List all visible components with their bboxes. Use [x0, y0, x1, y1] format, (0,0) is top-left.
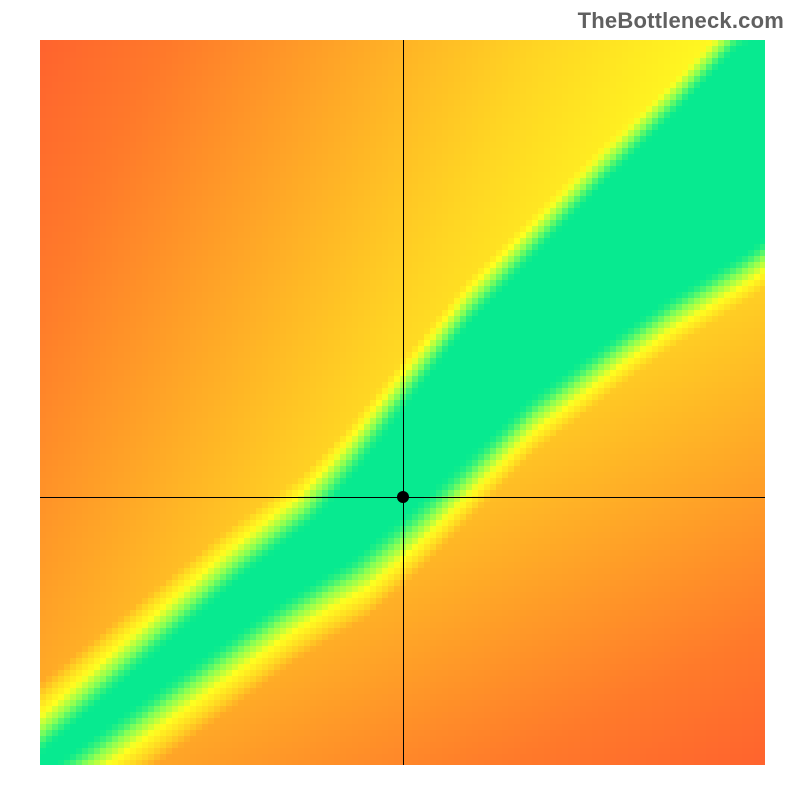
heatmap-plot — [40, 40, 765, 765]
crosshair-marker — [397, 491, 409, 503]
watermark-text: TheBottleneck.com — [578, 8, 784, 34]
crosshair-vertical — [403, 40, 404, 765]
